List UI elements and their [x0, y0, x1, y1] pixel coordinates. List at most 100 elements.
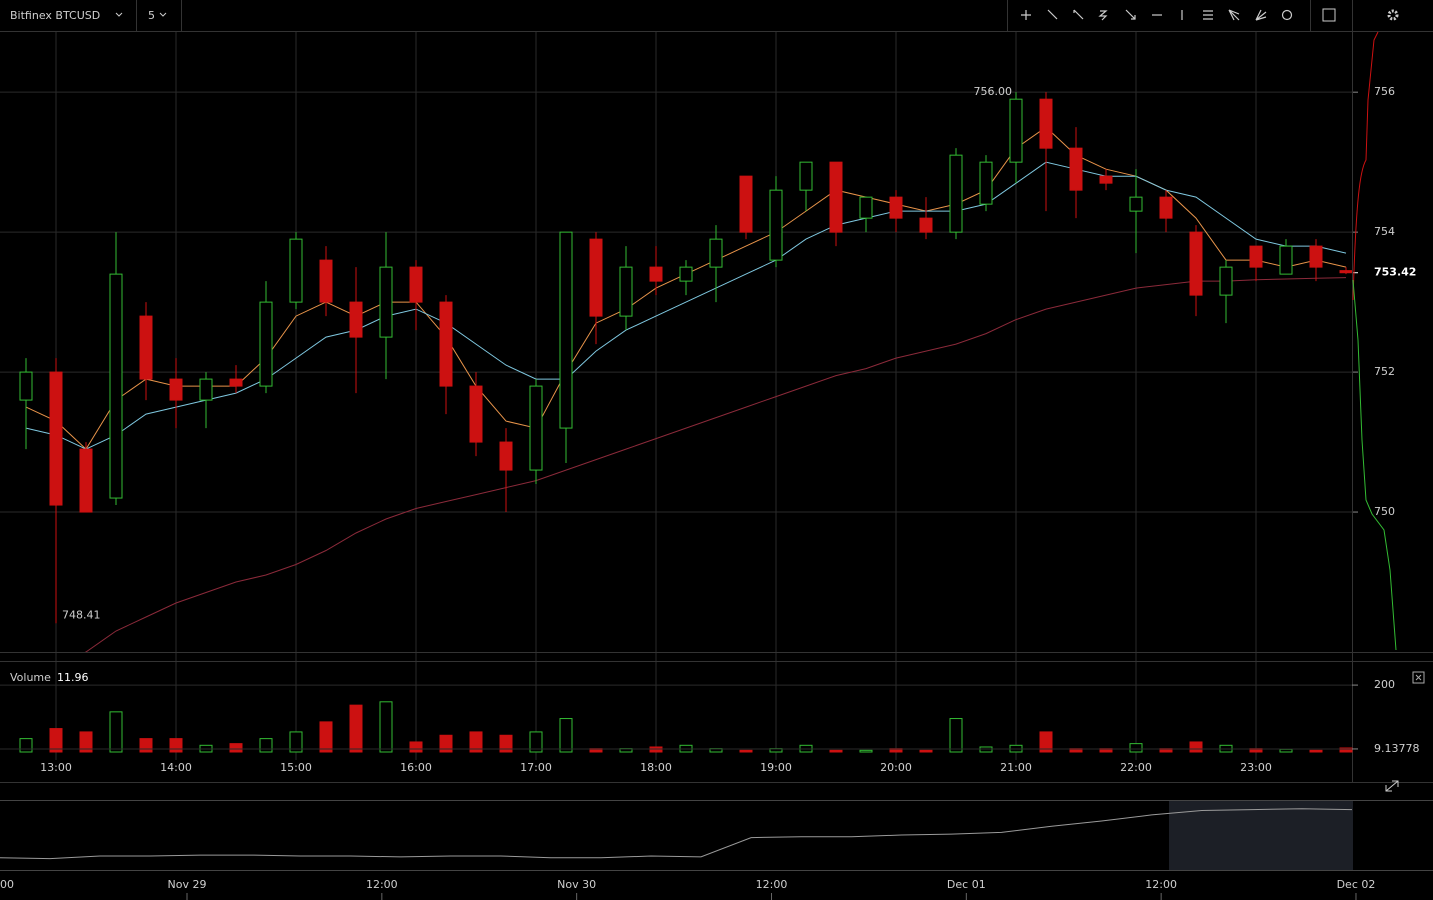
candle-body	[649, 266, 663, 282]
fullscreen-button[interactable]	[1385, 780, 1399, 792]
x-tick-label: 13:00	[40, 761, 72, 774]
moving-average	[84, 277, 1347, 652]
candle-body	[349, 301, 363, 338]
candle-body	[1249, 245, 1263, 268]
volume-panel: Volume 11.96 200 9.13778	[0, 671, 1420, 755]
candle-body	[1009, 98, 1023, 163]
candle-body	[1099, 175, 1113, 184]
volume-bar	[79, 731, 93, 753]
volume-bar	[349, 704, 363, 753]
candle-body	[1339, 270, 1352, 274]
depth-bids	[1352, 31, 1379, 301]
candle-body	[379, 266, 393, 338]
volume-bar	[559, 718, 573, 753]
drawing-tools[interactable]	[1021, 9, 1293, 21]
navigator-label: 12:00	[756, 878, 788, 891]
volume-bar	[859, 749, 873, 753]
candle-body	[19, 371, 33, 401]
x-tick-label: 15:00	[280, 761, 312, 774]
moving-average	[25, 161, 1347, 450]
navigator: 00 Nov 29 12:00 Nov 30 12:00 Dec 01 12:00 Dec 0…	[0, 808, 1375, 900]
candle-body	[679, 266, 693, 282]
navigator-line	[0, 808, 1353, 860]
toolbar	[0, 0, 1433, 31]
candle-body	[319, 259, 333, 303]
volume-bar	[439, 734, 453, 753]
y-tick-label: 752	[1374, 365, 1395, 378]
volume-bar	[259, 738, 273, 753]
volume-bar	[919, 749, 933, 753]
volume-title: Volume	[10, 671, 51, 684]
volume-bar	[139, 738, 153, 753]
volume-last: 11.96	[57, 671, 89, 684]
volume-bar	[1339, 747, 1353, 753]
volume-bar	[109, 711, 123, 753]
candle-body	[79, 448, 93, 513]
x-tick-label: 17:00	[520, 761, 552, 774]
volume-bar	[1189, 741, 1203, 753]
candle-body	[409, 266, 423, 303]
candle-body	[109, 273, 123, 499]
x-tick-label: 16:00	[400, 761, 432, 774]
x-tick-label: 20:00	[880, 761, 912, 774]
candle-body	[1159, 196, 1173, 219]
candle-body	[229, 378, 243, 387]
candle-body	[1219, 266, 1233, 296]
candle-body	[589, 238, 603, 317]
dropdown-icon	[159, 12, 167, 17]
y-tick-label: 756	[1374, 85, 1395, 98]
candle-body	[289, 238, 303, 303]
volume-bar	[169, 738, 183, 753]
candle-body	[559, 231, 573, 429]
volume-bar	[649, 746, 663, 753]
y-tick-label: 754	[1374, 225, 1395, 238]
x-tick-label: 19:00	[760, 761, 792, 774]
volume-bar	[289, 731, 303, 753]
candle-body	[1279, 245, 1293, 275]
volume-bar	[529, 731, 543, 753]
symbol[interactable]: Bitfinex BTCUSD	[10, 9, 100, 22]
candle-body	[859, 196, 873, 219]
candle-body	[529, 385, 543, 471]
x-tick-label: 23:00	[1240, 761, 1272, 774]
settings-button[interactable]	[1387, 9, 1399, 21]
volume-bar	[829, 749, 843, 753]
y-tick-label: 200	[1374, 678, 1395, 691]
candle-body	[709, 238, 723, 268]
volume-bar	[379, 701, 393, 753]
indicators-button[interactable]	[1322, 8, 1336, 22]
candle-body	[499, 441, 513, 471]
y-tick-label: 9.13778	[1374, 742, 1420, 755]
navigator-label: Nov 30	[557, 878, 596, 891]
candle-body	[1309, 245, 1323, 268]
candle-body	[829, 161, 843, 233]
navigator-label: 00	[0, 878, 14, 891]
last-price: 753.42	[1374, 266, 1416, 279]
candle-body	[439, 301, 453, 387]
high-label: 756.00	[974, 85, 1013, 98]
volume-bar	[739, 749, 753, 753]
candle-body	[619, 266, 633, 317]
x-tick-label: 18:00	[640, 761, 672, 774]
candle-body	[1069, 147, 1083, 191]
volume-bar	[469, 731, 483, 753]
volume-bar	[319, 721, 333, 753]
volume-bar	[49, 728, 63, 753]
volume-bar	[19, 738, 33, 753]
y-tick-label: 750	[1374, 505, 1395, 518]
candle-body	[889, 196, 903, 219]
volume-bar	[1039, 731, 1053, 753]
candle-body	[169, 378, 183, 401]
volume-bar	[1309, 749, 1323, 753]
candle-body	[49, 371, 63, 506]
x-tick-label: 22:00	[1120, 761, 1152, 774]
interval[interactable]: 5	[148, 9, 155, 22]
navigator-window[interactable]	[1169, 801, 1353, 870]
low-label: 748.41	[62, 608, 101, 621]
navigator-label: Nov 29	[168, 878, 207, 891]
close-volume[interactable]	[1412, 671, 1425, 684]
volume-bar	[949, 718, 963, 753]
candle-body	[979, 161, 993, 205]
price-panel: 13:00 14:00 15:00 16:00 17:00 18:00 19:00 20:00…	[0, 32, 1416, 774]
